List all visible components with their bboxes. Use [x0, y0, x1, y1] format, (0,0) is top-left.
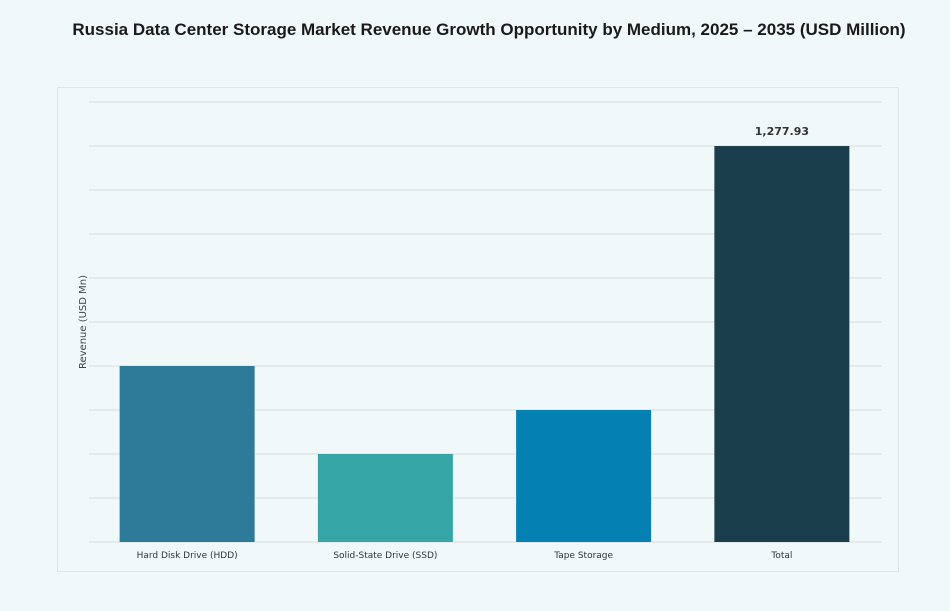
- bar-solid-state-drive-ssd-: [317, 454, 453, 542]
- chart-title: Russia Data Center Storage Market Revenu…: [72, 20, 906, 39]
- y-axis-label: Revenue (USD Mn): [78, 275, 89, 369]
- data-label: 1,277.93: [755, 125, 809, 138]
- x-tick-label: Tape Storage: [553, 551, 613, 561]
- bar-hard-disk-drive-hdd-: [119, 366, 255, 542]
- x-tick-label: Hard Disk Drive (HDD): [137, 551, 238, 561]
- bar-tape-storage: [516, 410, 652, 542]
- x-tick-label: Total: [770, 551, 792, 561]
- bar-total: [714, 146, 850, 543]
- x-tick-label: Solid-State Drive (SSD): [333, 551, 437, 561]
